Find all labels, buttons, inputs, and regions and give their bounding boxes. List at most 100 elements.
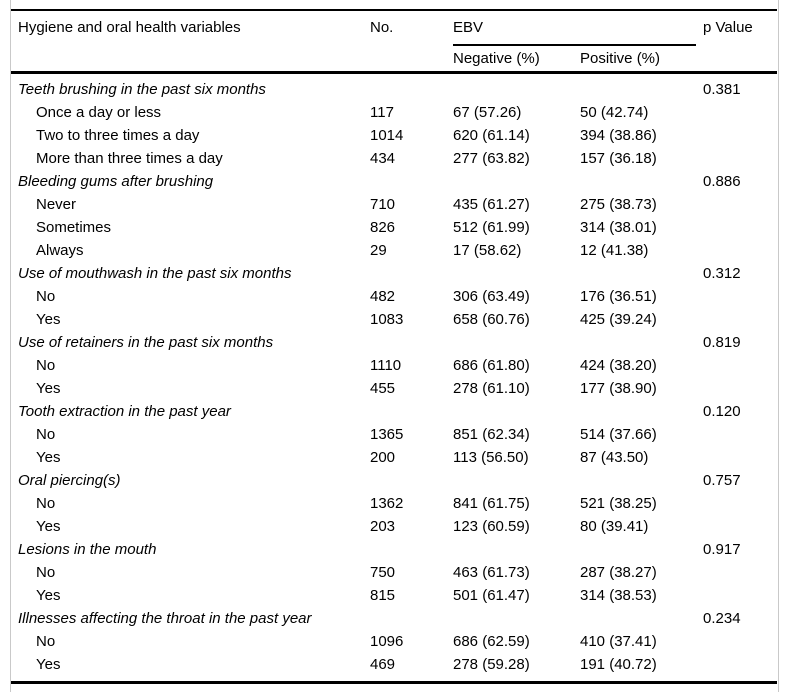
no-cell xyxy=(370,262,453,285)
variable-cell: Teeth brushing in the past six months xyxy=(18,81,266,98)
negative-cell: 67 (57.26) xyxy=(453,104,522,121)
table-header-row-1: Hygiene and oral health variables No. EB… xyxy=(11,10,777,44)
table-row: No 1110 686 (61.80) 424 (38.20) xyxy=(11,354,777,377)
variable-cell: Tooth extraction in the past year xyxy=(18,403,231,420)
no-cell: 434 xyxy=(370,150,396,167)
negative-cell: 851 (62.34) xyxy=(453,426,530,443)
category-row: Use of mouthwash in the past six months 0… xyxy=(11,262,777,285)
variable-cell: Yes xyxy=(36,449,61,466)
variable-cell: Yes xyxy=(36,518,61,535)
variable-cell: Never xyxy=(36,196,77,213)
negative-cell: 686 (61.80) xyxy=(453,357,530,374)
positive-cell xyxy=(580,262,703,285)
positive-cell: 50 (42.74) xyxy=(580,104,649,121)
table-row: No 750 463 (61.73) 287 (38.27) xyxy=(11,561,777,584)
bottom-rule xyxy=(11,681,777,684)
negative-cell: 512 (61.99) xyxy=(453,219,530,236)
pvalue-cell: 0.917 xyxy=(703,541,741,558)
pvalue-cell: 0.234 xyxy=(703,610,741,627)
no-cell xyxy=(370,538,453,561)
category-row: Lesions in the mouth 0.917 xyxy=(11,538,777,561)
negative-cell: 435 (61.27) xyxy=(453,196,530,213)
negative-cell: 306 (63.49) xyxy=(453,288,530,305)
negative-cell xyxy=(453,400,580,423)
table-row: No 1365 851 (62.34) 514 (37.66) xyxy=(11,423,777,446)
negative-cell xyxy=(453,538,580,561)
variable-cell: No xyxy=(36,564,56,581)
negative-cell: 17 (58.62) xyxy=(453,242,522,259)
table-body: Teeth brushing in the past six months 0.3… xyxy=(11,78,777,676)
pvalue-cell: 0.381 xyxy=(703,81,741,98)
negative-cell xyxy=(453,469,580,492)
variable-cell: No xyxy=(36,426,56,443)
variable-cell: No xyxy=(36,633,56,650)
positive-cell xyxy=(580,400,703,423)
table-row: Always 29 17 (58.62) 12 (41.38) xyxy=(11,239,777,262)
negative-cell: 686 (62.59) xyxy=(453,633,530,650)
table-row: Sometimes 826 512 (61.99) 314 (38.01) xyxy=(11,216,777,239)
pvalue-cell: 0.757 xyxy=(703,472,741,489)
table-row: Yes 455 278 (61.10) 177 (38.90) xyxy=(11,377,777,400)
pvalue-cell xyxy=(703,285,778,308)
category-row: Oral piercing(s) 0.757 xyxy=(11,469,777,492)
no-cell xyxy=(370,400,453,423)
variable-cell: Oral piercing(s) xyxy=(18,472,121,489)
positive-cell: 12 (41.38) xyxy=(580,242,649,259)
positive-cell: 87 (43.50) xyxy=(580,449,649,466)
category-row: Bleeding gums after brushing 0.886 xyxy=(11,170,777,193)
category-row: Tooth extraction in the past year 0.120 xyxy=(11,400,777,423)
positive-cell xyxy=(580,78,703,101)
top-rule xyxy=(11,9,777,11)
no-cell: 469 xyxy=(370,656,396,673)
no-cell: 1014 xyxy=(370,127,404,144)
table-row: Never 710 435 (61.27) 275 (38.73) xyxy=(11,193,777,216)
pvalue-cell xyxy=(703,584,778,607)
negative-cell: 658 (60.76) xyxy=(453,311,530,328)
positive-cell xyxy=(580,170,703,193)
no-cell: 1096 xyxy=(370,633,404,650)
positive-cell: 424 (38.20) xyxy=(580,357,657,374)
positive-cell: 275 (38.73) xyxy=(580,196,657,213)
variable-cell: Yes xyxy=(36,656,61,673)
table-row: Yes 203 123 (60.59) 80 (39.41) xyxy=(11,515,777,538)
table-row: More than three times a day 434 277 (63.82… xyxy=(11,147,777,170)
positive-cell: 177 (38.90) xyxy=(580,380,657,397)
positive-cell: 314 (38.01) xyxy=(580,219,657,236)
positive-cell: 80 (39.41) xyxy=(580,518,649,535)
no-cell: 29 xyxy=(370,242,387,259)
table-row: Yes 469 278 (59.28) 191 (40.72) xyxy=(11,653,777,676)
table-row: Yes 200 113 (56.50) 87 (43.50) xyxy=(11,446,777,469)
table-row: No 1362 841 (61.75) 521 (38.25) xyxy=(11,492,777,515)
pvalue-cell xyxy=(703,492,778,515)
variable-cell: Yes xyxy=(36,311,61,328)
positive-cell xyxy=(580,538,703,561)
positive-cell: 314 (38.53) xyxy=(580,587,657,604)
variable-cell: Yes xyxy=(36,380,61,397)
negative-cell: 278 (61.10) xyxy=(453,380,530,397)
table-header-row-2: Negative (%) Positive (%) xyxy=(11,46,777,71)
pvalue-cell xyxy=(703,354,778,377)
variable-cell: Use of retainers in the past six months xyxy=(18,334,274,351)
negative-cell: 277 (63.82) xyxy=(453,150,530,167)
pvalue-cell xyxy=(703,193,778,216)
no-cell: 826 xyxy=(370,219,396,236)
variable-cell: Bleeding gums after brushing xyxy=(18,173,214,190)
negative-cell xyxy=(453,331,580,354)
negative-cell xyxy=(453,607,580,630)
negative-cell: 278 (59.28) xyxy=(453,656,530,673)
variable-cell: Two to three times a day xyxy=(36,127,200,144)
no-cell: 455 xyxy=(370,380,396,397)
negative-cell xyxy=(453,78,580,101)
positive-cell: 176 (36.51) xyxy=(580,288,657,305)
no-cell: 1365 xyxy=(370,426,404,443)
positive-cell xyxy=(580,331,703,354)
no-cell: 750 xyxy=(370,564,396,581)
pvalue-cell xyxy=(703,216,778,239)
no-cell xyxy=(370,607,453,630)
pvalue-cell xyxy=(703,377,778,400)
pvalue-cell: 0.120 xyxy=(703,403,741,420)
header-negative: Negative (%) xyxy=(453,50,540,67)
table-row: No 482 306 (63.49) 176 (36.51) xyxy=(11,285,777,308)
pvalue-cell xyxy=(703,446,778,469)
